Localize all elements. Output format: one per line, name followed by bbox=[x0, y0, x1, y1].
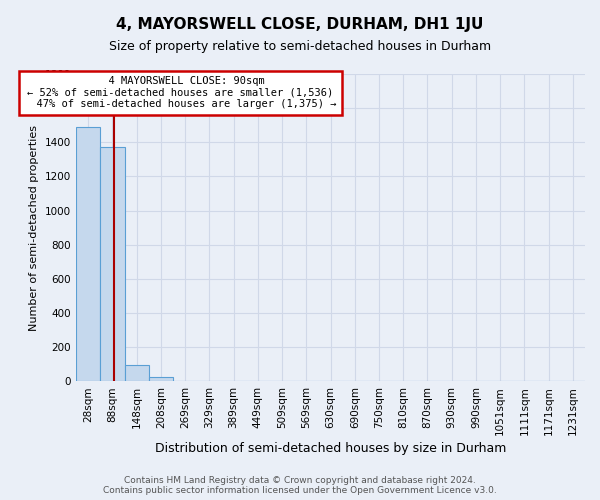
Bar bbox=[149, 377, 173, 382]
Text: 4 MAYORSWELL CLOSE: 90sqm
← 52% of semi-detached houses are smaller (1,536)
  47: 4 MAYORSWELL CLOSE: 90sqm ← 52% of semi-… bbox=[24, 76, 337, 110]
Text: Contains public sector information licensed under the Open Government Licence v3: Contains public sector information licen… bbox=[103, 486, 497, 495]
Bar bbox=[76, 127, 100, 382]
X-axis label: Distribution of semi-detached houses by size in Durham: Distribution of semi-detached houses by … bbox=[155, 442, 506, 455]
Text: 4, MAYORSWELL CLOSE, DURHAM, DH1 1JU: 4, MAYORSWELL CLOSE, DURHAM, DH1 1JU bbox=[116, 18, 484, 32]
Bar bbox=[125, 365, 149, 382]
Text: Contains HM Land Registry data © Crown copyright and database right 2024.: Contains HM Land Registry data © Crown c… bbox=[124, 476, 476, 485]
Bar bbox=[100, 146, 125, 382]
Y-axis label: Number of semi-detached properties: Number of semi-detached properties bbox=[29, 124, 40, 330]
Text: Size of property relative to semi-detached houses in Durham: Size of property relative to semi-detach… bbox=[109, 40, 491, 53]
